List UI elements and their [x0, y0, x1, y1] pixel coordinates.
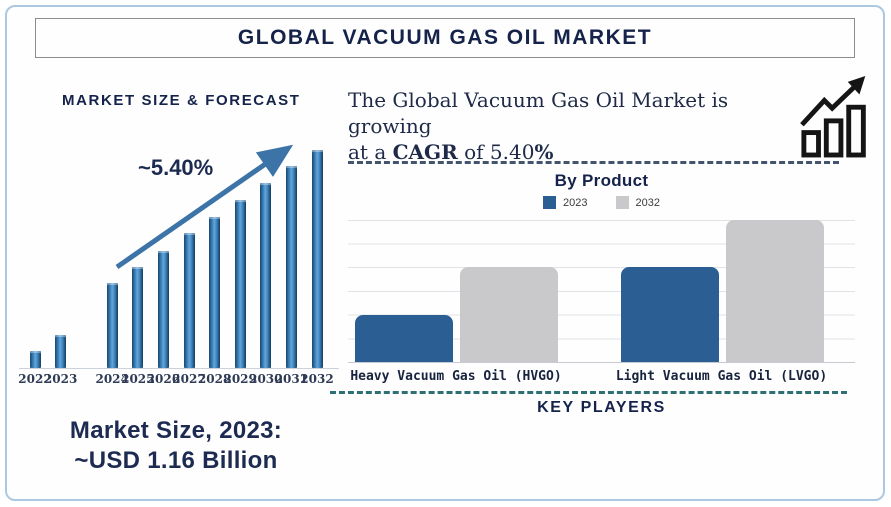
forecast-axis-label-2026: 2026 — [146, 372, 181, 386]
forecast-chart — [19, 130, 339, 369]
forecast-axis-label-2031: 2031 — [274, 372, 309, 386]
legend-item-2032: 2032 — [615, 196, 660, 209]
legend-item-2023: 2023 — [543, 196, 588, 209]
legend-swatch — [543, 196, 557, 209]
forecast-axis-labels: 2022 2023 2024 2025 2026 2027 2028 2029 2030 2031… — [18, 372, 337, 388]
title-banner: GLOBAL VACUUM GAS OIL MARKET — [35, 18, 855, 58]
forecast-bar-2031 — [285, 166, 297, 368]
forecast-bar-2024 — [106, 283, 118, 368]
forecast-bar-2023 — [55, 335, 67, 368]
forecast-bar-2032 — [311, 150, 323, 368]
trend-arrow-icon — [115, 144, 294, 270]
dashed-separator-top — [348, 161, 839, 164]
product-category-label-1: Light Vacuum Gas Oil (LVGO) — [615, 369, 828, 384]
forecast-axis-label-2023: 2023 — [43, 372, 78, 386]
forecast-x-axis — [19, 368, 339, 369]
product-legend: 2023 2032 — [348, 196, 855, 209]
product-bar-2032-group0 — [460, 267, 558, 362]
forecast-axis-label-2028: 2028 — [197, 372, 232, 386]
forecast-bar-2026 — [157, 251, 169, 368]
product-bar-2032-group1 — [725, 220, 824, 362]
product-bar-2023-group0 — [355, 315, 453, 362]
product-chart-plot — [348, 214, 855, 363]
product-bar-2023-group1 — [620, 267, 719, 362]
forecast-bar-2025 — [132, 267, 144, 368]
dashed-separator-bottom — [330, 391, 847, 394]
growth-line2-part2: of 5.40 — [457, 140, 535, 164]
legend-label: 2032 — [635, 196, 660, 209]
market-size-note: Market Size, 2023: ~USD 1.16 Billion — [28, 416, 324, 476]
forecast-axis-label-2022: 2022 — [18, 372, 52, 386]
growth-chart-icon — [800, 76, 866, 158]
growth-line1: The Global Vacuum Gas Oil Market is grow… — [348, 88, 729, 138]
forecast-axis-label-2027: 2027 — [172, 372, 206, 386]
cagr-annotation: ~5.40% — [138, 155, 214, 180]
growth-line2-percent: % — [534, 140, 554, 164]
legend-label: 2023 — [563, 196, 588, 209]
key-players-heading: KEY PLAYERS — [537, 399, 666, 416]
legend-swatch — [615, 196, 629, 209]
forecast-axis-label-2024: 2024 — [95, 372, 129, 386]
market-size-line2: ~USD 1.16 Billion — [74, 447, 278, 474]
forecast-bar-2022 — [29, 351, 41, 368]
market-size-line1: Market Size, 2023: — [69, 417, 283, 444]
growth-line2-part1: at a — [348, 140, 393, 164]
forecast-axis-label-2032: 2032 — [300, 372, 334, 386]
by-product-heading: By Product — [554, 171, 649, 190]
product-category-label-0: Heavy Vacuum Gas Oil (HVGO) — [350, 369, 562, 384]
forecast-bar-2027 — [183, 233, 195, 368]
forecast-axis-label-2030: 2030 — [249, 372, 283, 386]
forecast-axis-label-2029: 2029 — [223, 372, 257, 386]
forecast-bar-2030 — [260, 183, 272, 368]
growth-statement: The Global Vacuum Gas Oil Market is grow… — [348, 87, 796, 165]
forecast-bar-2029 — [234, 200, 246, 368]
page-title: GLOBAL VACUUM GAS OIL MARKET — [237, 26, 653, 49]
product-category-labels: Heavy Vacuum Gas Oil (HVGO) Light Vacuum … — [348, 369, 855, 385]
growth-line2-cagr: CAGR — [392, 140, 458, 164]
forecast-heading: MARKET SIZE & FORECAST — [62, 92, 301, 109]
forecast-bar-2028 — [209, 217, 221, 368]
forecast-axis-label-2025: 2025 — [121, 372, 155, 386]
